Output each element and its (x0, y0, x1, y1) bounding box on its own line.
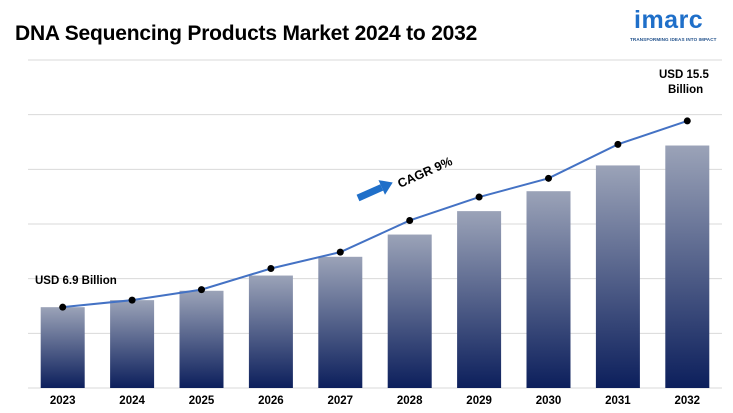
bar-2032 (665, 145, 710, 388)
trend-point-2026 (267, 265, 275, 273)
x-tick-label-2032: 2032 (675, 395, 701, 407)
end-value-annotation-line1: USD 15.5 (659, 69, 709, 81)
x-axis-labels: 2023 2024 2025 2026 2027 2028 2029 2030 2031 2032 (50, 395, 700, 407)
imarc-logo: imarc TRANSFORMING IDEAS INTO IMPACT (630, 6, 726, 46)
x-tick-label-2024: 2024 (119, 395, 145, 407)
bar-2026 (248, 275, 293, 388)
x-tick-label-2028: 2028 (397, 395, 423, 407)
bars (40, 145, 710, 388)
bar-2023 (40, 307, 85, 388)
end-value-annotation-line2: Billion (668, 84, 703, 96)
x-tick-label-2029: 2029 (466, 395, 492, 407)
cagr-arrow-icon (356, 180, 393, 202)
x-tick-label-2023: 2023 (50, 395, 76, 407)
trend-point-2027 (336, 248, 344, 256)
x-tick-label-2030: 2030 (536, 395, 562, 407)
trend-point-2031 (614, 140, 622, 148)
logo-wordmark: imarc (634, 6, 704, 34)
bar-2027 (318, 256, 363, 388)
x-tick-label-2025: 2025 (189, 395, 215, 407)
bar-2028 (387, 234, 432, 388)
x-tick-label-2026: 2026 (258, 395, 284, 407)
trend-point-2029 (475, 193, 483, 201)
bar-2030 (526, 191, 571, 388)
trend-point-2024 (128, 296, 136, 304)
trend-point-2028 (406, 216, 414, 224)
bar-2031 (595, 165, 640, 388)
trend-point-2023 (59, 303, 67, 311)
cagr-annotation: CAGR 9% (396, 154, 455, 191)
trend-point-2030 (545, 174, 552, 182)
logo-tagline: TRANSFORMING IDEAS INTO IMPACT (630, 37, 717, 42)
trend-point-2032 (683, 117, 691, 125)
bar-2025 (179, 290, 224, 388)
trend-point-2025 (198, 286, 205, 294)
x-tick-label-2031: 2031 (605, 395, 631, 407)
trend-line-path (62, 119, 688, 309)
page-title: DNA Sequencing Products Market 2024 to 2… (15, 22, 478, 45)
bar-2024 (110, 300, 155, 388)
x-tick-label-2027: 2027 (328, 395, 354, 407)
trend-line (59, 117, 691, 311)
start-value-annotation: USD 6.9 Billion (35, 275, 117, 287)
bar-2029 (457, 211, 502, 388)
